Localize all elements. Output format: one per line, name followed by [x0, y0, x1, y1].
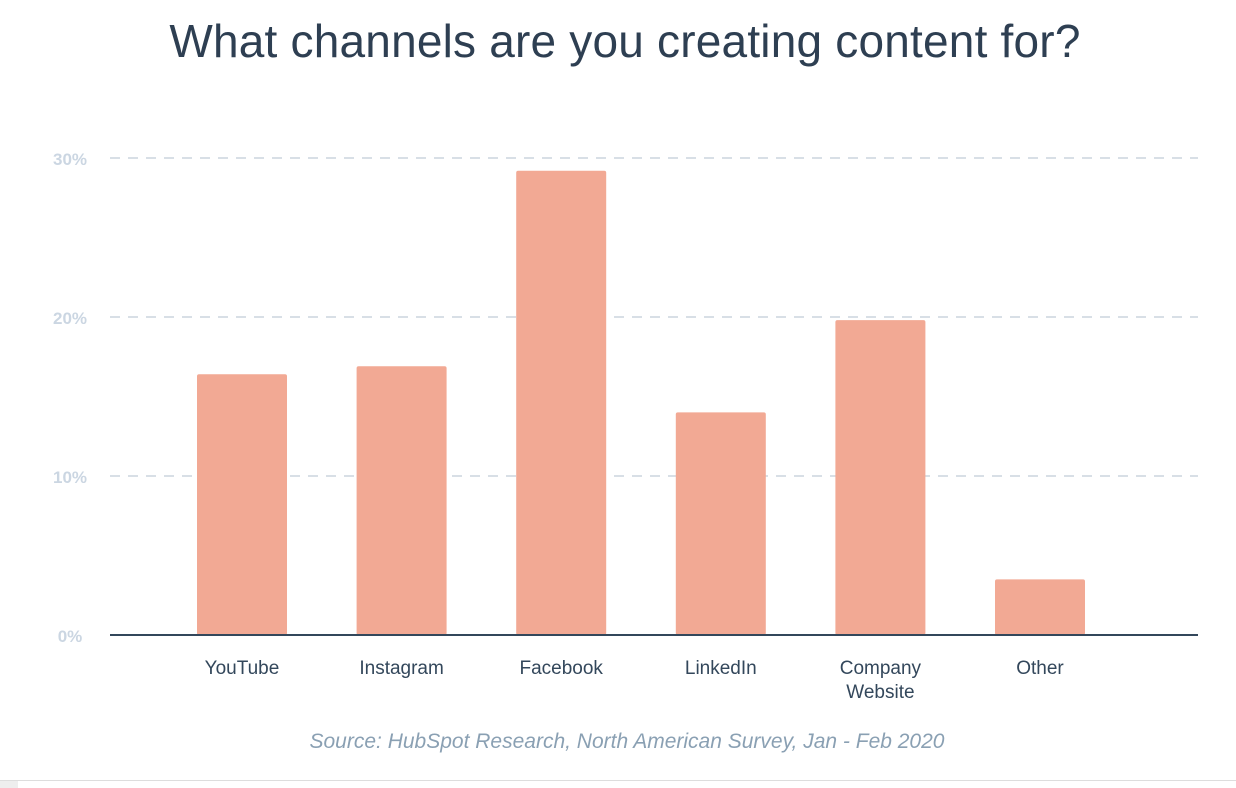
bars — [197, 170, 1085, 635]
gridlines — [110, 157, 1198, 477]
y-tick-label: 0% — [58, 627, 83, 646]
chart-title: What channels are you creating content f… — [169, 15, 1081, 67]
bar-youtube — [197, 374, 287, 635]
y-tick-label: 30% — [53, 150, 87, 169]
bar-linkedin — [675, 412, 766, 635]
bar-facebook — [516, 170, 607, 635]
y-tick-label: 10% — [53, 468, 87, 487]
x-category-label: LinkedIn — [685, 658, 757, 679]
y-tick-label: 20% — [53, 309, 87, 328]
y-axis-tick-labels: 0% 10% 20% 30% — [53, 150, 87, 646]
x-category-label: YouTube — [205, 658, 280, 679]
x-category-label: Instagram — [359, 658, 443, 679]
bar-instagram — [356, 366, 447, 635]
x-category-label: Other — [1016, 658, 1064, 679]
source-note: Source: HubSpot Research, North American… — [309, 730, 945, 753]
bar-other — [995, 579, 1085, 635]
x-category-label: Company Website — [840, 658, 922, 703]
x-category-label: Facebook — [519, 658, 603, 679]
x-axis-category-labels: YouTube Instagram Facebook LinkedIn Company W… — [205, 658, 1065, 703]
bottom-divider — [0, 780, 1236, 781]
scroll-corner — [0, 781, 18, 788]
bar-company-website — [835, 320, 926, 635]
